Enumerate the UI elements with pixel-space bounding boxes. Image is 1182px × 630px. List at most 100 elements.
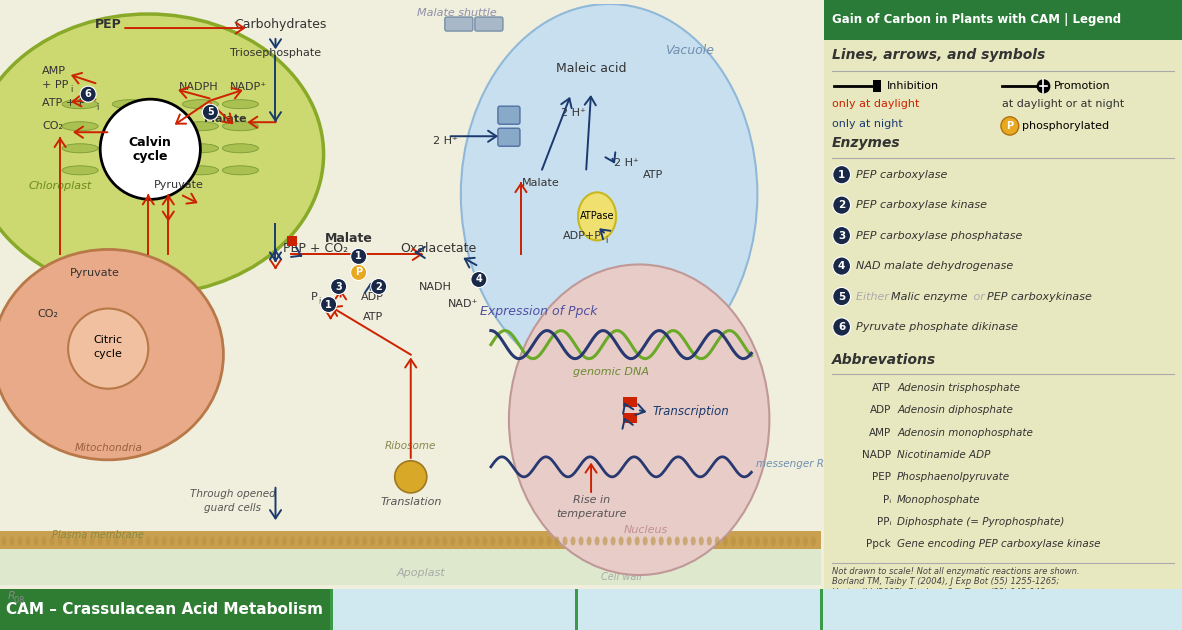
- Text: NADH: NADH: [420, 282, 453, 292]
- Text: 8: 8: [18, 597, 24, 605]
- Ellipse shape: [222, 100, 259, 109]
- Ellipse shape: [182, 166, 219, 175]
- Ellipse shape: [63, 166, 98, 175]
- Text: Inhibition: Inhibition: [888, 81, 940, 91]
- Ellipse shape: [635, 537, 639, 546]
- Text: PEP + CO₂: PEP + CO₂: [282, 243, 348, 255]
- Ellipse shape: [177, 537, 183, 546]
- Ellipse shape: [595, 537, 599, 546]
- Text: 2: 2: [376, 282, 382, 292]
- Text: 2 H⁺: 2 H⁺: [560, 108, 585, 118]
- Ellipse shape: [1, 537, 7, 546]
- Ellipse shape: [282, 537, 287, 546]
- Ellipse shape: [63, 144, 98, 152]
- Text: temperature: temperature: [556, 509, 626, 519]
- Text: Ribosome: Ribosome: [385, 441, 436, 451]
- Ellipse shape: [755, 537, 760, 546]
- Text: Adenosin monophosphate: Adenosin monophosphate: [897, 428, 1033, 438]
- Text: cycle: cycle: [132, 150, 168, 163]
- Ellipse shape: [506, 537, 512, 546]
- Text: Pyruvate: Pyruvate: [154, 180, 203, 190]
- Ellipse shape: [787, 537, 792, 546]
- Bar: [0, 589, 330, 630]
- Text: 4: 4: [475, 275, 482, 285]
- Ellipse shape: [643, 537, 648, 546]
- Ellipse shape: [182, 144, 219, 152]
- Text: Oxalacetate: Oxalacetate: [401, 243, 476, 255]
- Text: Maleic acid: Maleic acid: [556, 62, 626, 75]
- Bar: [286, 236, 297, 246]
- Ellipse shape: [699, 537, 703, 546]
- Text: ATP: ATP: [363, 312, 383, 321]
- Text: PPᵢ: PPᵢ: [877, 517, 891, 527]
- Text: PEP: PEP: [872, 472, 891, 483]
- Text: Nicotinamide ADP: Nicotinamide ADP: [897, 450, 991, 460]
- Text: Vacuole: Vacuole: [664, 44, 714, 57]
- Ellipse shape: [130, 537, 135, 546]
- Circle shape: [1001, 117, 1019, 135]
- Text: 4: 4: [838, 261, 845, 271]
- Text: ADP+P: ADP+P: [563, 231, 602, 241]
- Text: at daylight or at night: at daylight or at night: [1002, 99, 1124, 108]
- Text: Translation: Translation: [381, 497, 441, 507]
- Text: ATPase: ATPase: [580, 212, 615, 221]
- Ellipse shape: [210, 537, 215, 546]
- Ellipse shape: [0, 14, 324, 295]
- Ellipse shape: [226, 537, 230, 546]
- Bar: [824, 0, 1182, 40]
- Text: PEP: PEP: [95, 18, 122, 31]
- Circle shape: [395, 461, 427, 493]
- Ellipse shape: [63, 100, 98, 109]
- Ellipse shape: [459, 537, 463, 546]
- Ellipse shape: [427, 537, 431, 546]
- Text: Transcription: Transcription: [652, 404, 729, 418]
- Text: NADP: NADP: [862, 450, 891, 460]
- Ellipse shape: [747, 537, 752, 546]
- Ellipse shape: [217, 537, 223, 546]
- Ellipse shape: [249, 537, 255, 546]
- Bar: [873, 80, 882, 93]
- Text: ATP: ATP: [872, 383, 891, 393]
- Ellipse shape: [611, 537, 616, 546]
- Ellipse shape: [410, 537, 415, 546]
- Text: P: P: [1006, 121, 1013, 131]
- Ellipse shape: [66, 537, 71, 546]
- Text: 5: 5: [838, 292, 845, 302]
- Ellipse shape: [811, 537, 816, 546]
- Ellipse shape: [69, 309, 148, 389]
- Ellipse shape: [234, 537, 239, 546]
- Ellipse shape: [578, 192, 616, 241]
- Ellipse shape: [222, 166, 259, 175]
- Ellipse shape: [113, 537, 118, 546]
- Text: Chloroplast: Chloroplast: [28, 181, 91, 192]
- Text: 1: 1: [356, 251, 362, 261]
- Ellipse shape: [274, 537, 279, 546]
- Text: or: or: [970, 292, 988, 302]
- Circle shape: [331, 278, 346, 295]
- Ellipse shape: [467, 537, 472, 546]
- Ellipse shape: [491, 537, 495, 546]
- Circle shape: [470, 272, 487, 287]
- Ellipse shape: [9, 537, 14, 546]
- Text: AMP: AMP: [869, 428, 891, 438]
- Ellipse shape: [186, 537, 190, 546]
- Circle shape: [833, 257, 851, 275]
- Ellipse shape: [563, 537, 567, 546]
- Ellipse shape: [0, 249, 223, 460]
- Ellipse shape: [355, 537, 359, 546]
- Bar: [574, 589, 578, 630]
- Ellipse shape: [338, 537, 343, 546]
- Ellipse shape: [362, 537, 368, 546]
- Ellipse shape: [73, 537, 79, 546]
- Ellipse shape: [112, 122, 148, 131]
- Text: Calvin: Calvin: [129, 135, 171, 149]
- Bar: [0, 547, 821, 585]
- Text: Rise in: Rise in: [572, 495, 610, 505]
- Text: 2: 2: [838, 200, 845, 210]
- Ellipse shape: [63, 122, 98, 131]
- Text: NADPH: NADPH: [178, 82, 219, 92]
- Ellipse shape: [145, 537, 151, 546]
- Text: Expression of Ppck: Expression of Ppck: [480, 304, 598, 318]
- Text: ADP: ADP: [870, 405, 891, 415]
- Text: PEP carboxylase: PEP carboxylase: [856, 169, 947, 180]
